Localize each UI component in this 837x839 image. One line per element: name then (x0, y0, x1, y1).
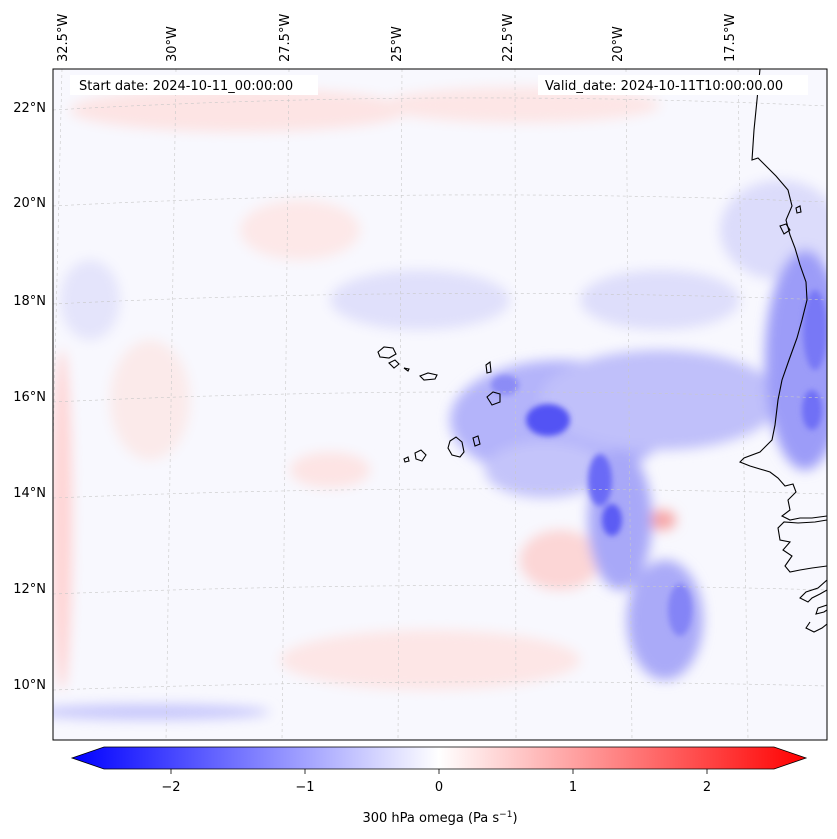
negative-omega-core (802, 390, 822, 430)
lon-label: 30°W (165, 26, 180, 62)
negative-omega-area (53, 704, 270, 720)
colorbar-tick-label: 1 (569, 780, 577, 795)
negative-omega-area (627, 560, 703, 680)
positive-omega-area (70, 88, 410, 132)
map-frame (52, 68, 828, 741)
lat-label: 12°N (13, 582, 46, 597)
lon-label: 17.5°W (723, 14, 738, 62)
colorbar-tick-label: −1 (295, 780, 314, 795)
positive-omega-area (110, 340, 190, 460)
island-fogo (414, 449, 427, 462)
cabo-verde-islands (377, 346, 501, 463)
lon-label: 22.5°W (501, 14, 516, 62)
negative-omega-core (803, 290, 827, 370)
lat-label: 14°N (13, 486, 46, 501)
island-santiago (447, 436, 465, 458)
negative-omega-area (540, 350, 780, 450)
valid-date-label: Valid_date: 2024-10-11T10:00:00.00 (545, 79, 783, 94)
valid-date-box (538, 75, 808, 95)
lat-label: 18°N (13, 294, 46, 309)
island-santa-luzia (403, 367, 410, 372)
colorbar: −2 −1 0 1 2 300 hPa omega (Pa s−1) (70, 746, 808, 826)
lon-label: 20°W (611, 26, 626, 62)
positive-omega-area (240, 200, 360, 260)
positive-omega-area (648, 510, 676, 530)
lat-label: 20°N (13, 196, 46, 211)
island-sal (485, 360, 492, 374)
lat-label: 22°N (13, 101, 46, 116)
negative-omega-core (526, 404, 570, 436)
positive-omega-area (280, 630, 580, 690)
colorbar-tick-label: 0 (435, 780, 443, 795)
island-sao-nicolau (419, 372, 438, 381)
negative-omega-core (602, 504, 622, 536)
colorbar-tick-label: −2 (161, 780, 180, 795)
island-maio (472, 435, 481, 447)
latitude-labels: 22°N 20°N 18°N 16°N 14°N 12°N 10°N (13, 101, 46, 693)
coast-islet (779, 223, 791, 235)
omega-field (53, 87, 827, 720)
start-date-label: Start date: 2024-10-11_00:00:00 (79, 79, 293, 94)
start-date-box (70, 75, 318, 95)
negative-omega-area (580, 270, 740, 330)
colorbar-tick-label: 2 (703, 780, 711, 795)
lat-label: 10°N (13, 678, 46, 693)
colorbar-body (70, 746, 808, 770)
negative-omega-core (668, 584, 692, 636)
lon-label: 27.5°W (278, 14, 293, 62)
negative-omega-area (485, 442, 605, 498)
colorbar-ticks: −2 −1 0 1 2 (161, 769, 711, 795)
island-brava (403, 456, 410, 463)
positive-omega-area (380, 87, 660, 123)
lon-label: 25°W (390, 26, 405, 62)
west-africa-coastline (739, 69, 827, 633)
lat-label: 16°N (13, 390, 46, 405)
island-sao-vicente (388, 359, 400, 369)
longitude-labels: 32.5°W 30°W 27.5°W 25°W 22.5°W 20°W 17.5… (56, 14, 738, 62)
negative-omega-area (330, 270, 510, 330)
island-boa-vista (486, 391, 501, 406)
colorbar-label: 300 hPa omega (Pa s−1) (362, 810, 517, 826)
positive-omega-area (53, 350, 72, 690)
negative-omega-area (60, 260, 120, 340)
omega-field-cores (491, 290, 827, 636)
negative-omega-core (588, 454, 612, 506)
island-santo-antao (377, 346, 397, 359)
coast-islet (795, 205, 802, 214)
gridlines (53, 69, 827, 740)
positive-omega-area (520, 530, 600, 590)
lon-label: 32.5°W (56, 14, 71, 62)
map-panel: Start date: 2024-10-11_00:00:00 Valid_da… (13, 14, 828, 741)
negative-omega-core (491, 375, 519, 395)
positive-omega-area (290, 452, 370, 488)
